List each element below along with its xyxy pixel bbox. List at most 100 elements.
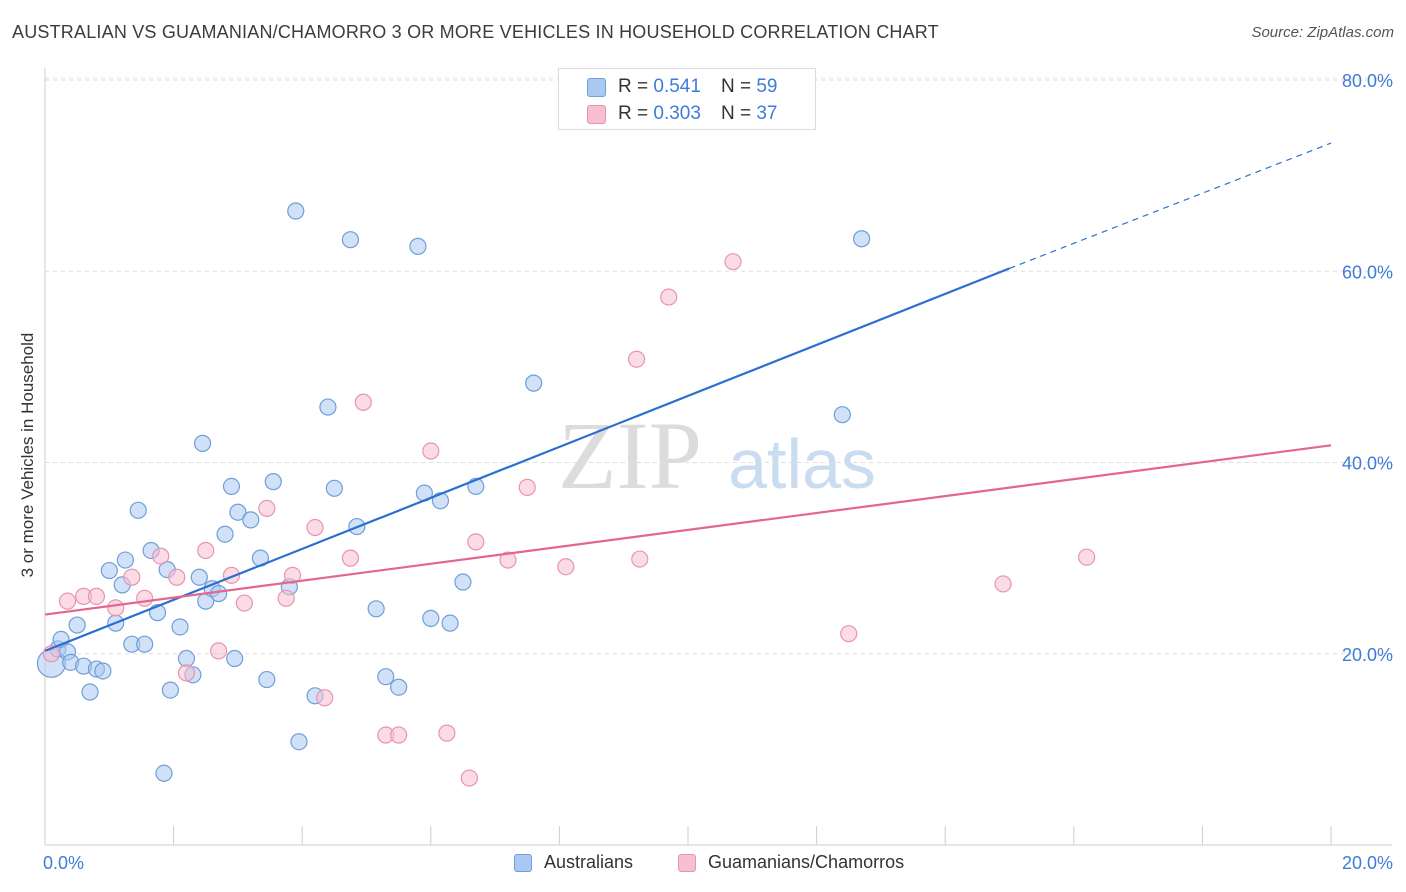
point-australians xyxy=(222,477,241,496)
legend-item-australians[interactable]: Australians xyxy=(514,852,633,873)
point-australians xyxy=(136,635,154,653)
point-australians xyxy=(390,678,408,696)
r-label: R = xyxy=(618,103,649,124)
stats-legend-box: R = 0.541 N = 59 R = 0.303 N = 37 xyxy=(558,68,816,130)
point-guamanians xyxy=(390,726,408,744)
point-guamanians xyxy=(341,549,360,567)
point-australians xyxy=(177,649,196,668)
point-guamanians xyxy=(258,499,276,517)
r-value: 0.303 xyxy=(653,103,701,124)
point-guamanians xyxy=(438,724,456,742)
legend-swatch-australians xyxy=(514,853,532,872)
trend-line-australians xyxy=(44,267,1010,652)
point-australians xyxy=(258,670,276,689)
point-australians xyxy=(367,600,385,618)
point-australians xyxy=(81,683,99,701)
point-guamanians xyxy=(136,589,154,607)
x-tick-label: 0.0% xyxy=(43,853,84,873)
point-australians xyxy=(226,649,244,668)
tick-labels: 20.0% 40.0% 60.0% 80.0% 0.0% 20.0% xyxy=(43,71,1393,873)
point-australians xyxy=(100,561,118,580)
y-tick-label: 40.0% xyxy=(1342,454,1393,474)
point-guamanians xyxy=(197,541,215,560)
point-australians xyxy=(290,733,308,751)
point-guamanians xyxy=(306,518,324,537)
point-australians xyxy=(161,681,179,699)
point-australians xyxy=(242,511,260,529)
point-australians xyxy=(229,503,247,521)
point-australians xyxy=(525,374,543,392)
point-guamanians xyxy=(724,253,742,271)
point-guamanians xyxy=(1078,548,1096,566)
legend-swatch-guamanians xyxy=(678,853,696,872)
point-australians xyxy=(68,616,86,634)
point-guamanians xyxy=(177,664,196,682)
stats-swatch-guamanians xyxy=(587,104,606,124)
source-label: Source: ZipAtlas.com xyxy=(1251,24,1394,41)
point-australians xyxy=(171,618,189,636)
point-guamanians xyxy=(354,393,372,411)
point-australians xyxy=(190,568,208,586)
stats-row-guamanians: R = 0.303 N = 37 xyxy=(587,102,777,126)
point-guamanians xyxy=(235,594,253,612)
point-guamanians xyxy=(422,442,440,460)
point-guamanians xyxy=(660,288,678,306)
point-guamanians xyxy=(87,587,106,605)
y-tick-label: 80.0% xyxy=(1342,71,1393,91)
point-australians xyxy=(441,614,459,632)
point-australians xyxy=(319,398,337,416)
point-guamanians xyxy=(316,689,334,707)
n-value: 59 xyxy=(756,76,778,97)
n-value: 37 xyxy=(756,103,778,124)
point-guamanians xyxy=(460,769,478,787)
trend-line-guamanians xyxy=(44,444,1332,616)
point-guamanians xyxy=(107,599,125,617)
point-australians xyxy=(853,230,871,248)
point-guamanians xyxy=(994,575,1012,593)
point-guamanians xyxy=(168,568,186,586)
point-australians xyxy=(377,668,395,686)
point-guamanians xyxy=(557,558,575,576)
point-australians xyxy=(94,662,112,680)
y-axis-title: 3 or more Vehicles in Household xyxy=(18,332,37,578)
point-guamanians xyxy=(840,625,858,643)
legend-item-guamanians[interactable]: Guamanians/Chamorros xyxy=(678,852,904,873)
watermark: ZIP atlas xyxy=(558,402,876,509)
point-australians xyxy=(264,473,282,491)
point-australians xyxy=(129,501,147,519)
grid-lines xyxy=(45,77,1392,655)
r-value: 0.541 xyxy=(653,76,701,97)
point-guamanians xyxy=(518,478,536,496)
point-australians xyxy=(325,479,343,497)
y-tick-label: 20.0% xyxy=(1342,645,1393,665)
point-australians xyxy=(216,525,234,543)
point-guamanians xyxy=(210,642,228,660)
n-label: N = xyxy=(720,103,752,124)
point-australians xyxy=(287,202,305,220)
watermark-atlas: atlas xyxy=(728,425,876,503)
chart-title: AUSTRALIAN VS GUAMANIAN/CHAMORRO 3 OR MO… xyxy=(12,22,939,42)
point-australians xyxy=(116,551,134,569)
axes xyxy=(44,68,1392,846)
point-australians xyxy=(454,573,472,591)
point-guamanians xyxy=(627,350,646,368)
stats-swatch-australians xyxy=(587,77,606,97)
legend-label-australians: Australians xyxy=(544,852,634,872)
point-guamanians xyxy=(631,550,649,568)
r-label: R = xyxy=(618,76,649,97)
x-tick-label: 20.0% xyxy=(1342,853,1393,873)
point-australians xyxy=(155,764,173,782)
legend-label-guamanians: Guamanians/Chamorros xyxy=(708,852,905,872)
stats-row-australians: R = 0.541 N = 59 xyxy=(587,75,777,99)
point-guamanians xyxy=(499,551,517,569)
n-label: N = xyxy=(720,76,752,97)
point-australians xyxy=(833,406,851,424)
point-australians xyxy=(341,231,360,249)
bottom-legend: Australians Guamanians/Chamorros xyxy=(0,852,1406,878)
point-guamanians xyxy=(283,566,302,584)
point-guamanians xyxy=(123,568,141,586)
point-australians xyxy=(409,237,427,255)
trend-line-australians-extension xyxy=(1009,142,1332,269)
point-guamanians xyxy=(277,589,295,607)
